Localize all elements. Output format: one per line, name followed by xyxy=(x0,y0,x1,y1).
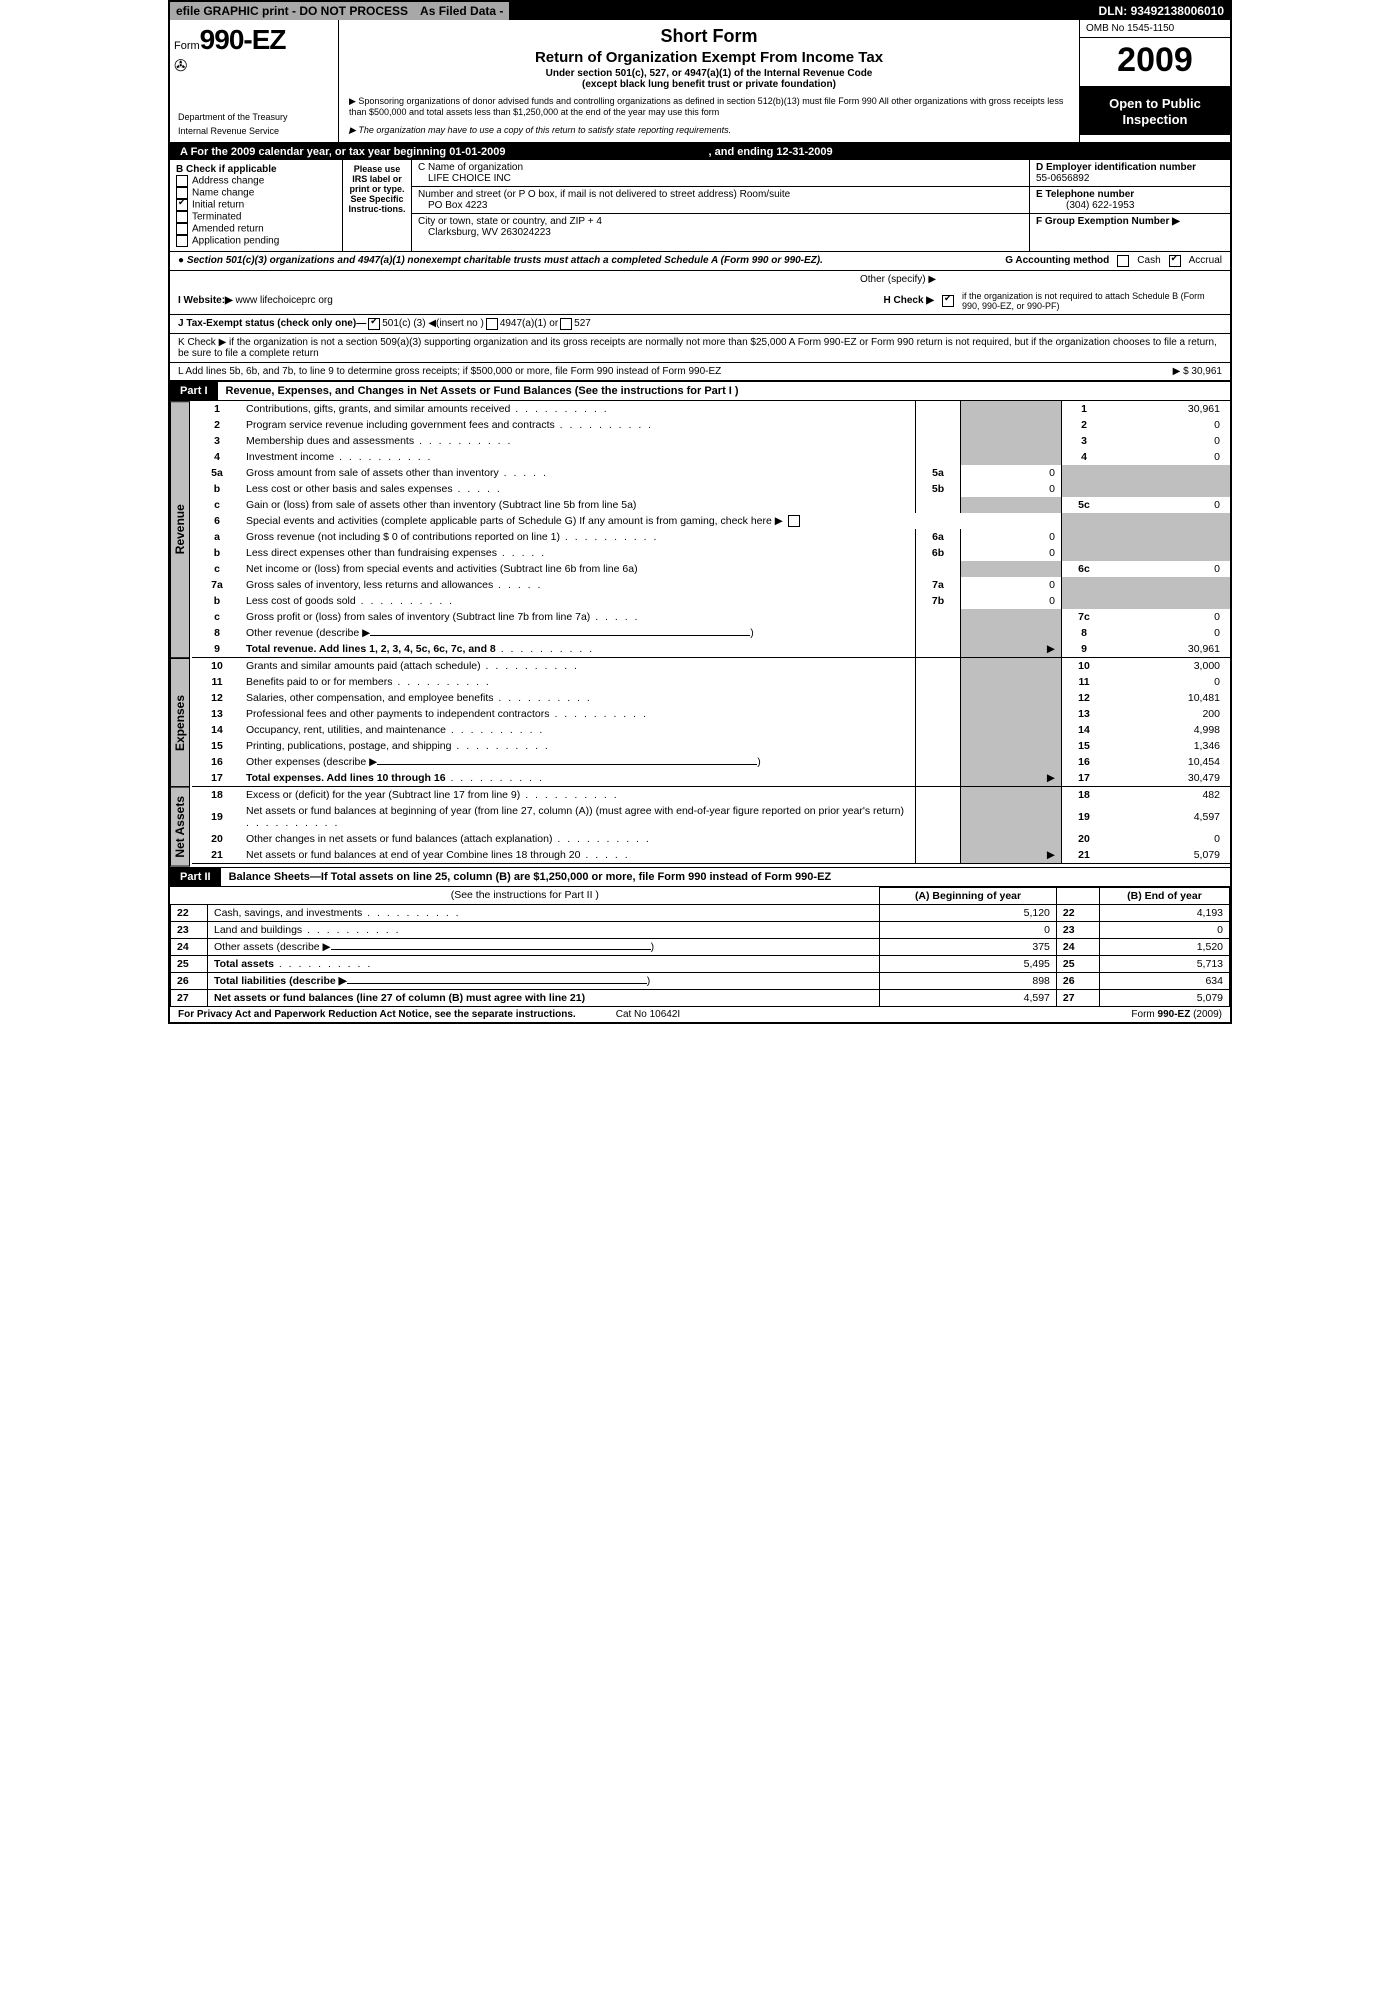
topbar: efile GRAPHIC print - DO NOT PROCESS As … xyxy=(170,2,1230,20)
part1-header: Part I Revenue, Expenses, and Changes in… xyxy=(170,381,1230,401)
dept-irs: Internal Revenue Service xyxy=(174,124,334,138)
netassets-section: Net Assets 18Excess or (deficit) for the… xyxy=(170,787,1230,867)
efile-label: efile GRAPHIC print - DO NOT PROCESS xyxy=(170,2,414,20)
revenue-lines: 1Contributions, gifts, grants, and simil… xyxy=(192,401,1230,658)
row-website: I Website:▶ www lifechoiceprc org H Chec… xyxy=(170,288,1230,315)
section-a-bar: A For the 2009 calendar year, or tax yea… xyxy=(170,144,1230,160)
revenue-section: Revenue 1Contributions, gifts, grants, a… xyxy=(170,401,1230,658)
address-block: B Check if applicable Address change Nam… xyxy=(170,160,1230,252)
revenue-label: Revenue xyxy=(170,401,190,658)
header-mid: Short Form Return of Organization Exempt… xyxy=(339,20,1080,142)
check-applicable: B Check if applicable Address change Nam… xyxy=(170,160,343,251)
asfiled-label: As Filed Data - xyxy=(414,2,509,20)
dln: DLN: 93492138006010 xyxy=(1093,2,1230,20)
dept-treasury: Department of the Treasury xyxy=(174,110,334,124)
please-use-irs: Please use IRS label or print or type. S… xyxy=(343,160,412,251)
row-501c3: ● Section 501(c)(3) organizations and 49… xyxy=(170,252,1230,271)
footer: For Privacy Act and Paperwork Reduction … xyxy=(170,1007,1230,1022)
header-left: Form990-EZ ✇ Department of the Treasury … xyxy=(170,20,339,142)
netassets-lines: 18Excess or (deficit) for the year (Subt… xyxy=(192,787,1230,864)
open-inspection: Open to Public Inspection xyxy=(1080,88,1230,135)
employer-info: D Employer identification number55-06568… xyxy=(1030,160,1230,251)
row-j: J Tax-Exempt status (check only one)— 50… xyxy=(170,315,1230,334)
header-right: OMB No 1545-1150 2009 Open to Public Ins… xyxy=(1080,20,1230,142)
title-return: Return of Organization Exempt From Incom… xyxy=(349,49,1069,66)
row-k: K Check ▶ if the organization is not a s… xyxy=(170,334,1230,363)
header: Form990-EZ ✇ Department of the Treasury … xyxy=(170,20,1230,144)
expense-lines: 10Grants and similar amounts paid (attac… xyxy=(192,658,1230,787)
omb-number: OMB No 1545-1150 xyxy=(1080,20,1230,38)
balance-sheet: (See the instructions for Part II ) (A) … xyxy=(170,887,1230,1007)
part2-header: Part II Balance Sheets—If Total assets o… xyxy=(170,867,1230,887)
title-short-form: Short Form xyxy=(349,26,1069,47)
row-l: L Add lines 5b, 6b, and 7b, to line 9 to… xyxy=(170,363,1230,381)
expenses-label: Expenses xyxy=(170,658,190,787)
form-page: efile GRAPHIC print - DO NOT PROCESS As … xyxy=(168,0,1232,1024)
expenses-section: Expenses 10Grants and similar amounts pa… xyxy=(170,658,1230,787)
name-address: C Name of organizationLIFE CHOICE INC Nu… xyxy=(412,160,1030,251)
netassets-label: Net Assets xyxy=(170,787,190,867)
tax-year: 2009 xyxy=(1080,38,1230,88)
